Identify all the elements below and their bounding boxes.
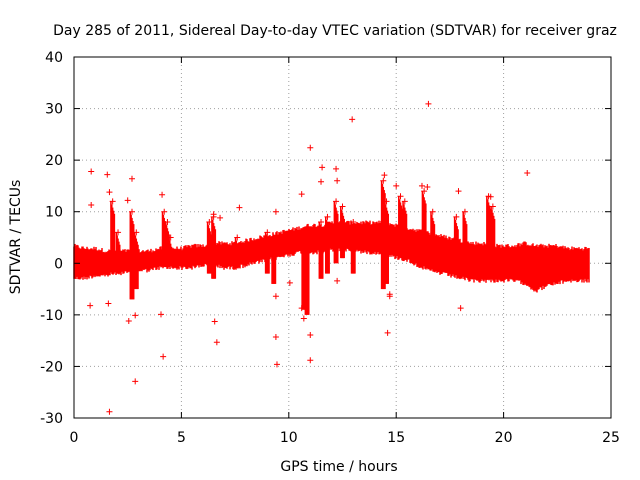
outlier-point — [87, 302, 94, 309]
outlier-point — [128, 175, 135, 182]
spike-top-point — [383, 198, 390, 205]
outlier-point — [124, 197, 131, 204]
outlier-point — [125, 318, 132, 325]
spike-top-point — [264, 229, 271, 236]
outlier-point — [418, 182, 425, 189]
outlier-point — [88, 168, 95, 175]
spike-top-point — [109, 198, 116, 205]
spike-top-point — [167, 234, 174, 241]
y-tick-label: -10 — [40, 308, 63, 324]
outlier-point — [213, 339, 220, 346]
outlier-point — [106, 408, 113, 415]
spike-top-point — [318, 219, 325, 226]
outlier-point — [425, 100, 432, 107]
outlier-point — [298, 305, 305, 312]
spike-top-point — [461, 208, 468, 215]
outlier-point — [104, 171, 111, 178]
outlier-point — [307, 331, 314, 338]
outlier-point — [381, 172, 388, 179]
outlier-point — [487, 193, 494, 200]
x-tick-label: 15 — [387, 430, 405, 446]
outlier-point — [334, 177, 341, 184]
spike-top-point — [401, 198, 408, 205]
outlier-point — [455, 188, 462, 195]
outlier-point — [349, 116, 356, 123]
spike-top-point — [304, 224, 311, 231]
x-tick-label: 20 — [495, 430, 513, 446]
outlier-point — [386, 291, 393, 298]
outlier-point — [132, 312, 139, 319]
spike-top-point — [234, 234, 241, 241]
y-tick-label: -20 — [40, 359, 63, 375]
outlier-point — [159, 191, 166, 198]
x-axis-label: GPS time / hours — [280, 459, 397, 475]
outlier-point — [273, 361, 280, 368]
outlier-point — [333, 165, 340, 172]
outlier-point — [272, 334, 279, 341]
outlier-point — [319, 164, 326, 171]
spike-top-point — [421, 188, 428, 195]
spike-top-point — [270, 234, 277, 241]
spike-top-point — [324, 213, 331, 220]
outlier-point — [286, 279, 293, 286]
outlier-point — [106, 189, 113, 196]
chart-title: Day 285 of 2011, Sidereal Day-to-day VTE… — [53, 23, 617, 39]
outlier-point — [318, 178, 325, 185]
spike-top-point — [350, 219, 357, 226]
outlier-point — [393, 182, 400, 189]
axes: 0 5 10 15 20 25 -30 -20 -10 0 10 20 30 40 — [40, 50, 620, 446]
y-tick-label: 30 — [45, 102, 63, 118]
outlier-point — [272, 208, 279, 215]
outlier-point — [524, 170, 531, 177]
outlier-point — [334, 277, 341, 284]
plot-frame — [73, 56, 612, 419]
spike-top-point — [339, 203, 346, 210]
spike-top-point — [489, 203, 496, 210]
spike-top-point — [397, 193, 404, 200]
outlier-point — [210, 211, 217, 218]
x-tick-label: 10 — [280, 430, 298, 446]
spike-top-point — [453, 213, 460, 220]
outlier-point — [132, 378, 139, 385]
outlier-point — [236, 204, 243, 211]
outlier-point — [307, 357, 314, 364]
outlier-point — [211, 318, 218, 325]
y-axis-label: SDTVAR / TECUs — [8, 180, 24, 295]
outlier-point — [457, 305, 464, 312]
outlier-point — [88, 202, 95, 209]
spike-top-point — [429, 208, 436, 215]
spike-top-point — [380, 177, 387, 184]
y-tick-label: -30 — [40, 411, 63, 427]
y-tick-label: 0 — [54, 256, 63, 272]
outlier-point — [307, 144, 314, 151]
y-tick-label: 10 — [45, 205, 63, 221]
spike-top-point — [333, 198, 340, 205]
outlier-point — [272, 293, 279, 300]
spike-top-point — [128, 208, 135, 215]
spike-top-point — [161, 208, 168, 215]
spike-top-point — [115, 229, 122, 236]
x-tick-label: 0 — [70, 430, 79, 446]
outlier-point — [160, 353, 167, 360]
y-tick-label: 40 — [45, 50, 63, 66]
spike-top-point — [164, 219, 171, 226]
x-tick-label: 5 — [177, 430, 186, 446]
y-tick-label: 20 — [45, 153, 63, 169]
outlier-point — [424, 183, 431, 190]
outlier-point — [217, 214, 224, 221]
outlier-point — [105, 300, 112, 307]
outlier-point — [300, 315, 307, 322]
outlier-point — [384, 329, 391, 336]
outlier-point — [157, 311, 164, 318]
x-tick-label: 25 — [602, 430, 620, 446]
data-points — [73, 100, 590, 415]
spike-top-point — [133, 229, 140, 236]
outlier-point — [298, 191, 305, 198]
grid — [74, 57, 611, 418]
